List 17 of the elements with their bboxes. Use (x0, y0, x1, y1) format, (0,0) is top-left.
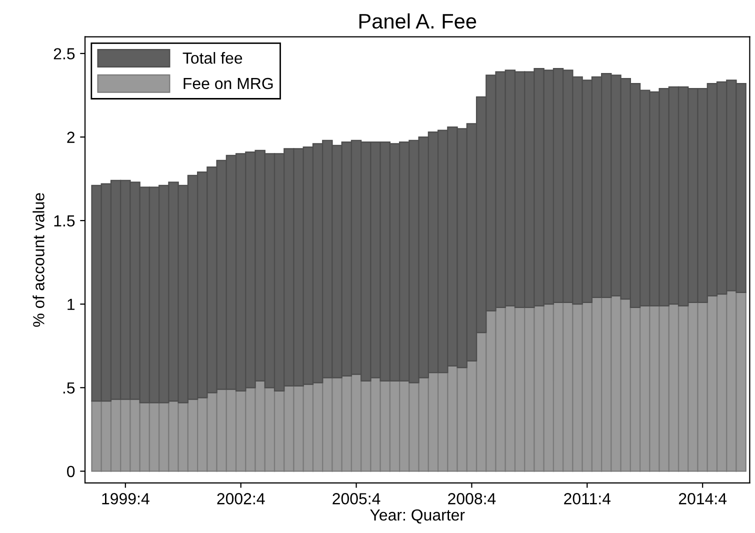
chart-title: Panel A. Fee (359, 13, 476, 29)
y-tick-label: 2.5 (54, 48, 75, 60)
x-axis-title: Year: Quarter (370, 509, 465, 524)
y-tick-label: 2 (67, 132, 74, 143)
x-tick-label: 1999:4 (102, 493, 150, 504)
y-tick-label: 0 (67, 466, 75, 478)
x-tick-label: 2008:4 (448, 493, 496, 504)
y-axis-title: % of account value (32, 193, 44, 327)
x-tick-label: 2014:4 (678, 493, 727, 504)
x-tick-label: 2005:4 (332, 493, 380, 504)
y-tick-label: 1 (68, 298, 75, 310)
x-tick-label: 2011:4 (564, 493, 611, 504)
legend-label: Fee on MRG (184, 78, 273, 90)
y-tick-label: .5 (63, 382, 75, 394)
legend-label: Total fee (182, 52, 242, 64)
x-tick-label: 2002:4 (217, 493, 265, 504)
y-tick-label: 1.5 (54, 215, 75, 227)
